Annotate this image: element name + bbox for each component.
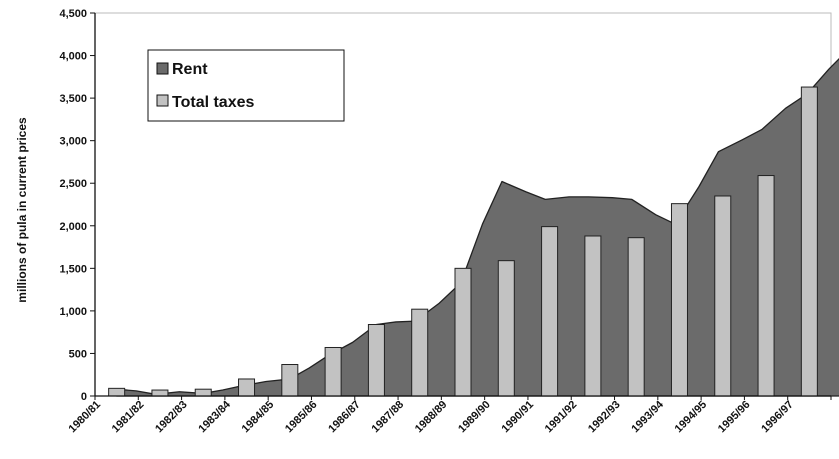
y-tick-label: 4,500 [59, 8, 87, 20]
tax-bar [367, 324, 385, 397]
x-tick-label: 1987/88 [370, 399, 407, 436]
y-tick-label: 1,500 [59, 263, 87, 275]
tax-bar [238, 378, 256, 397]
y-axis-label: millions of pula in current prices [15, 117, 29, 303]
y-tick-label: 4,000 [59, 51, 87, 63]
tax-bar [584, 235, 602, 397]
y-tick-label: 2,500 [59, 178, 87, 190]
legend-label-rent: Rent [172, 61, 208, 78]
tax-bar [670, 203, 688, 397]
legend-label-taxes: Total taxes [172, 94, 255, 111]
x-tick-label: 1986/87 [326, 399, 363, 436]
tax-bar [800, 86, 818, 397]
y-tick-label: 500 [69, 348, 87, 360]
tax-bar [324, 346, 342, 397]
legend: Rent Total taxes [147, 49, 345, 122]
tax-bar [411, 308, 429, 397]
tax-bar [714, 195, 732, 397]
x-tick-label: 1981/82 [110, 399, 147, 436]
y-tick-label: 3,000 [59, 136, 87, 148]
x-tick-label: 1995/96 [716, 399, 753, 436]
x-tick-label: 1991/92 [543, 399, 580, 436]
x-tick-label: 1992/93 [586, 399, 623, 436]
x-tick-label: 1982/83 [153, 399, 190, 436]
legend-swatch-rent [156, 62, 169, 75]
x-tick-label: 1983/84 [196, 398, 233, 435]
x-tick-label: 1993/94 [629, 398, 666, 435]
x-tick-label: 1988/89 [413, 399, 450, 436]
y-tick-label: 1,000 [59, 306, 87, 318]
y-tick-label: 0 [81, 391, 87, 403]
x-tick-label: 1996/97 [759, 399, 796, 436]
y-tick-label: 3,500 [59, 93, 87, 105]
tax-bar [194, 388, 212, 397]
tax-bar [151, 389, 169, 397]
legend-box [147, 49, 345, 122]
y-tick-label: 2,000 [59, 221, 87, 233]
tax-bar [497, 260, 515, 397]
tax-bar [281, 364, 299, 397]
tax-bar [757, 175, 775, 397]
rent-area [115, 58, 839, 397]
x-tick-label: 1980/81 [67, 399, 104, 436]
x-tick-label: 1989/90 [456, 399, 493, 436]
tax-bar [541, 226, 559, 397]
x-tick-label: 1994/95 [673, 399, 710, 436]
x-tick-label: 1984/85 [240, 399, 277, 436]
legend-swatch-taxes [156, 94, 169, 107]
tax-bar [454, 267, 472, 397]
tax-bar [627, 237, 645, 397]
tax-bar [108, 387, 126, 397]
x-tick-label: 1985/86 [283, 399, 320, 436]
x-tick-label: 1990/91 [499, 399, 536, 436]
